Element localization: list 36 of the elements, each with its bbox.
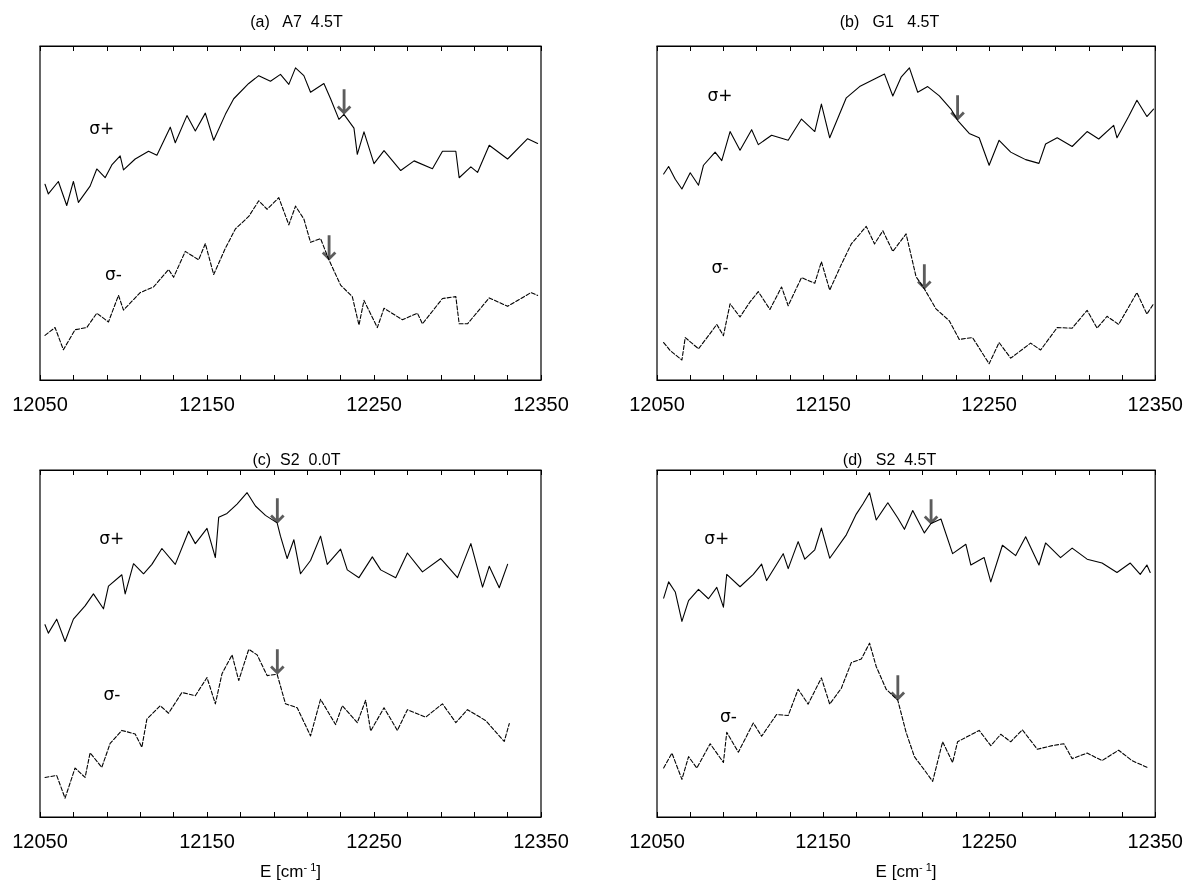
chart-title: (d) S2 4.5T xyxy=(842,450,937,468)
annotation: ↓ xyxy=(943,88,972,129)
x-tick-label: 12250 xyxy=(961,393,1017,415)
x-tick-label: 12250 xyxy=(346,393,402,415)
x-tick-label: 12350 xyxy=(1127,393,1183,415)
series-label: σ- xyxy=(719,705,737,726)
x-tick-label: 12150 xyxy=(179,830,235,852)
x-tick-label: 12050 xyxy=(629,830,685,852)
series-label: σ+ xyxy=(707,85,733,106)
series-label: σ- xyxy=(711,257,729,278)
annotation: ↓ xyxy=(314,227,344,268)
series-label: σ- xyxy=(103,683,121,704)
series-label: σ+ xyxy=(89,118,115,139)
x-tick-label: 12250 xyxy=(961,830,1017,852)
annotation: ↓ xyxy=(883,668,913,709)
x-tick-label: 12350 xyxy=(513,393,569,415)
annotation: ↓ xyxy=(262,490,292,531)
x-tick-label: 12050 xyxy=(629,393,685,415)
x-tick-label: 12050 xyxy=(12,393,68,415)
x-tick-label: 12050 xyxy=(12,830,68,852)
chart-title: (a) A7 4.5T xyxy=(250,12,343,30)
chart-title: (c) S2 0.0T xyxy=(252,450,341,468)
series-label: σ+ xyxy=(99,528,125,549)
annotation: ↓ xyxy=(329,82,359,123)
series-label: σ- xyxy=(105,263,122,284)
x-tick-label: 12150 xyxy=(795,393,851,415)
annotation: ↓ xyxy=(916,491,946,532)
series-label: σ+ xyxy=(704,527,730,548)
x-tick-label: 12150 xyxy=(179,393,235,415)
x-tick-label: 12250 xyxy=(346,830,402,852)
x-tick-label: 12350 xyxy=(1127,830,1183,852)
annotation: ↓ xyxy=(910,256,939,297)
x-tick-label: 12150 xyxy=(795,830,851,852)
annotation: ↓ xyxy=(262,642,292,683)
x-tick-label: 12350 xyxy=(513,830,569,852)
chart-title: (b) G1 4.5T xyxy=(839,12,940,30)
